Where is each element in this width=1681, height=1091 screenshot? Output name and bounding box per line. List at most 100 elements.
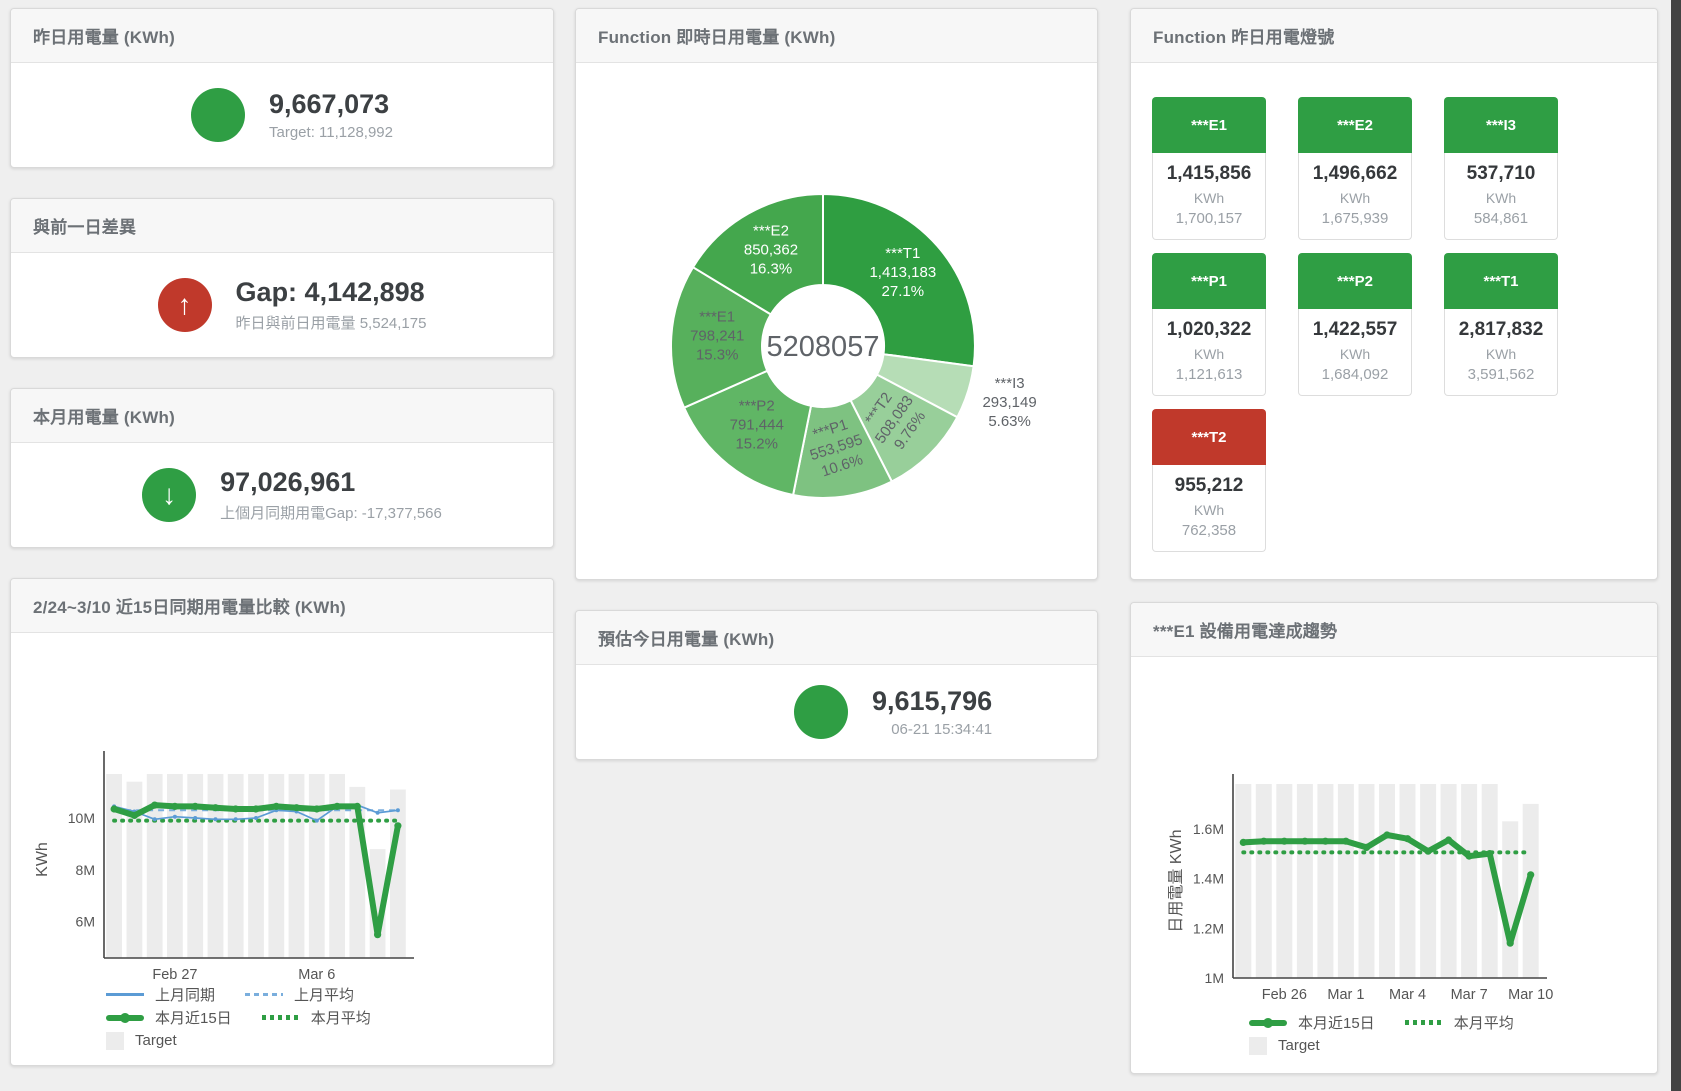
series-point — [233, 817, 238, 822]
light-tile-status-header: ***T2 — [1152, 409, 1266, 465]
panel-e1-trend-header[interactable]: ***E1 設備用電達成趨勢 — [1131, 603, 1657, 657]
light-tile-E2: ***E2 1,496,662 KWh 1,675,939 — [1298, 97, 1412, 240]
target-bar — [1502, 821, 1519, 978]
tile-unit: KWh — [1485, 190, 1517, 206]
series-point — [1445, 836, 1453, 844]
target-bar — [1317, 784, 1334, 978]
blue-line-swatch-icon — [106, 993, 144, 996]
stat-value: 97,026,961 — [220, 467, 356, 497]
compare-chart-svg: 6M 8M 10M Feb 27 Mar 6 KWh — [34, 751, 414, 983]
target-bar — [1440, 784, 1457, 978]
series-point — [1465, 852, 1473, 860]
legend-this-month-15day[interactable]: 本月近15日 — [1249, 1012, 1375, 1033]
light-tile-P1: ***P1 1,020,322 KWh 1,121,613 — [1152, 253, 1266, 396]
panel-title: 昨日用電量 (KWh) — [33, 28, 175, 47]
target-bar — [1461, 784, 1478, 978]
target-bar — [146, 774, 163, 958]
donut-slice-label: ***T1 1,413,183 27.1% — [869, 245, 936, 300]
panel-yesterday-usage: 昨日用電量 (KWh) 9,667,073 Target: 11,128,992 — [10, 8, 554, 168]
series-point — [1362, 843, 1371, 851]
tile-value: 1,422,557 — [1312, 319, 1398, 340]
y-axis-label: KWh — [34, 842, 51, 877]
y-tick-label: 1.4M — [1193, 871, 1224, 887]
target-bar — [1420, 784, 1437, 978]
series-point — [375, 810, 380, 815]
light-tile-values: 1,496,662 KWh 1,675,939 — [1298, 153, 1412, 240]
gray-box-swatch-icon — [106, 1031, 124, 1050]
stat-value: 9,667,073 — [269, 89, 390, 119]
panel-title: ***E1 設備用電達成趨勢 — [1153, 622, 1338, 641]
series-point — [172, 814, 177, 819]
green-dots-swatch-icon — [261, 1015, 300, 1020]
target-bar — [268, 774, 285, 958]
series-point — [1383, 831, 1391, 839]
series-point — [1342, 837, 1350, 845]
series-point — [1321, 837, 1329, 845]
series-point — [314, 818, 319, 823]
panel-15day-compare-header[interactable]: 2/24~3/10 近15日同期用電量比較 (KWh) — [11, 579, 553, 633]
series-point — [292, 804, 301, 812]
tile-unit: KWh — [1193, 346, 1225, 362]
stat-subtitle: 上個月同期用電Gap: -17,377,566 — [220, 505, 442, 522]
x-tick-label: Mar 4 — [1389, 987, 1426, 1003]
series-point — [1403, 835, 1412, 843]
panel-month-usage-header[interactable]: 本月用電量 (KWh) — [11, 389, 553, 443]
target-bar — [106, 774, 122, 958]
compare-chart-body: 6M 8M 10M Feb 27 Mar 6 KWh 上月同期 上月平均 本月近1 — [11, 633, 553, 1065]
legend-target[interactable]: Target — [1249, 1036, 1320, 1055]
light-tile-status-header: ***I3 — [1444, 97, 1558, 153]
series-point — [1301, 837, 1309, 845]
x-tick-label: Mar 1 — [1327, 987, 1364, 1003]
green-line-swatch-icon — [1249, 1017, 1287, 1028]
donut-slice-label: ***P2 791,444 15.2% — [730, 398, 784, 453]
vertical-scrollbar[interactable] — [1671, 0, 1681, 1091]
panel-realtime-donut-header[interactable]: Function 即時日用電量 (KWh) — [576, 9, 1097, 63]
y-axis-label: 日用電量 KWh — [1168, 829, 1185, 932]
donut-chart-body: ***T1 1,413,183 27.1% ***I3 293,149 5.63% ***T… — [576, 63, 1097, 579]
panel-realtime-donut: Function 即時日用電量 (KWh) ***T1 1,413,183 27.1… — [575, 8, 1098, 580]
legend-last-month-same-period[interactable]: 上月同期 — [106, 984, 215, 1005]
panel-title: 本月用電量 (KWh) — [33, 408, 175, 427]
series-point — [171, 802, 179, 810]
target-bar — [390, 789, 406, 958]
panel-title: Function 即時日用電量 (KWh) — [598, 28, 836, 47]
e1-chart-svg: 1M 1.2M 1.4M 1.6M Feb 26 Mar 1 Mar 4 Mar 7 Mar 1… — [1168, 774, 1553, 1003]
legend-this-month-average[interactable]: 本月平均 — [261, 1007, 371, 1028]
series-point — [374, 931, 382, 939]
stat-subtitle: 昨日與前日用電量 5,524,175 — [235, 315, 427, 332]
series-point — [1424, 847, 1432, 855]
target-bar — [1522, 803, 1539, 978]
series-point — [130, 811, 138, 819]
x-tick-label: Feb 26 — [1262, 987, 1307, 1003]
y-tick-label: 1.6M — [1193, 821, 1224, 837]
light-tile-T2: ***T2 955,212 KWh 762,358 — [1152, 409, 1266, 552]
target-bar — [1358, 784, 1375, 978]
tile-unit: KWh — [1339, 346, 1371, 362]
panel-title: 預估今日用電量 (KWh) — [598, 630, 775, 649]
legend-last-month-average[interactable]: 上月平均 — [245, 984, 354, 1005]
donut-chart-svg: ***T1 1,413,183 27.1%***I3 293,149 5.63%***T… — [670, 192, 1037, 499]
x-tick-label: Feb 27 — [152, 967, 197, 983]
donut-slice-label: ***E1 798,241 15.3% — [690, 308, 744, 363]
panel-gap-prev-day: 與前一日差異 ↑ Gap: 4,142,898 昨日與前日用電量 5,524,1… — [10, 198, 554, 358]
panel-yesterday-lights-header[interactable]: Function 昨日用電燈號 — [1131, 9, 1657, 63]
donut-slice-T1[interactable] — [822, 192, 976, 368]
donut-slice-E2[interactable] — [691, 192, 824, 316]
donut-slice-E1[interactable] — [670, 265, 773, 410]
panel-yesterday-usage-header[interactable]: 昨日用電量 (KWh) — [11, 9, 553, 63]
x-tick-label: Mar 10 — [1508, 987, 1553, 1003]
legend-this-month-average[interactable]: 本月平均 — [1404, 1012, 1514, 1033]
series-point — [394, 822, 402, 830]
y-tick-label: 1.2M — [1193, 920, 1224, 936]
tile-target-value: 1,684,092 — [1321, 366, 1389, 383]
tile-value: 955,212 — [1174, 475, 1244, 496]
panel-estimate-today-header[interactable]: 預估今日用電量 (KWh) — [576, 611, 1097, 665]
x-tick-label: Mar 7 — [1451, 987, 1488, 1003]
legend-this-month-15day[interactable]: 本月近15日 — [106, 1007, 232, 1028]
donut-slice-P2[interactable] — [682, 369, 813, 497]
panel-15day-compare: 2/24~3/10 近15日同期用電量比較 (KWh) 6M 8M 10M Feb 2… — [10, 578, 554, 1066]
panel-gap-prev-day-header[interactable]: 與前一日差異 — [11, 199, 553, 253]
tile-unit: KWh — [1193, 190, 1225, 206]
legend-target[interactable]: Target — [106, 1031, 177, 1050]
series-point — [191, 802, 199, 810]
